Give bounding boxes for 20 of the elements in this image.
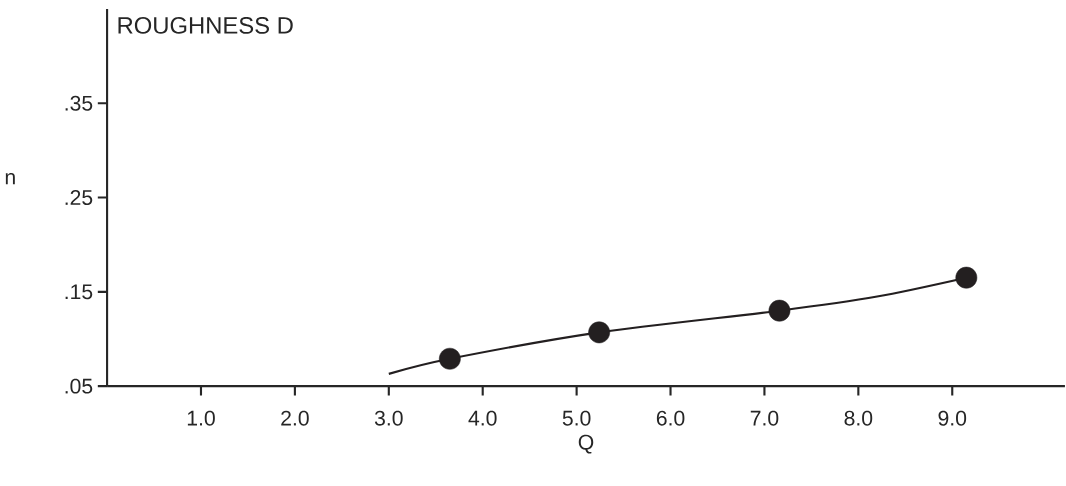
y-tick-label: .05: [65, 378, 93, 394]
x-tick-label: 2.0: [281, 410, 309, 426]
chart-title: ROUGHNESS D: [118, 16, 293, 34]
x-tick-label: 8.0: [844, 410, 873, 426]
x-tick-label: 4.0: [468, 410, 497, 426]
y-tick-label: .35: [65, 95, 93, 111]
point: [768, 299, 791, 322]
point: [955, 266, 978, 289]
point: [588, 321, 611, 344]
x-tick-label: 1.0: [187, 410, 215, 426]
x-axis-title: Q: [578, 434, 594, 454]
point: [438, 347, 461, 370]
y-tick-label: .15: [65, 284, 93, 300]
y-tick-label: .25: [65, 189, 93, 205]
x-tick-label: 6.0: [656, 410, 685, 426]
x-tick-label: 5.0: [562, 410, 591, 426]
y-axis-title: n: [5, 172, 15, 185]
x-tick-label: 3.0: [374, 410, 403, 426]
x-tick-label: 7.0: [750, 410, 779, 426]
x-tick-label: 9.0: [938, 410, 967, 426]
